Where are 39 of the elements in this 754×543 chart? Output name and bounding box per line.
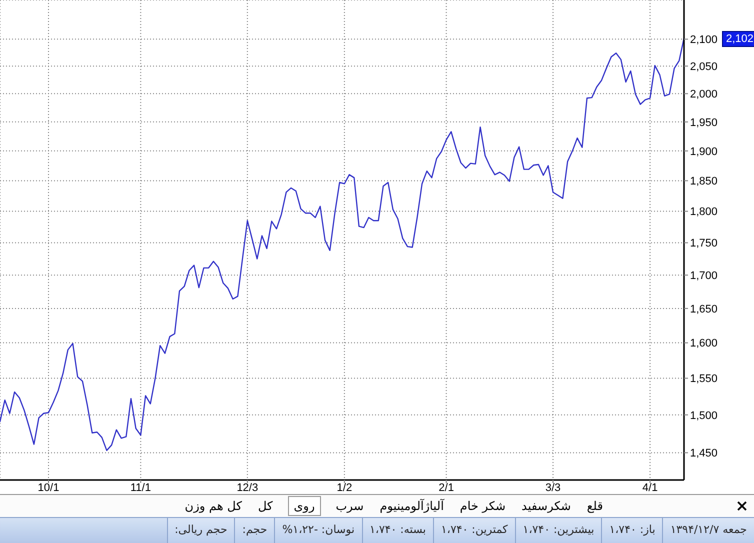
text: حجم: — [234, 518, 274, 543]
y-tick-label: 1,500 — [690, 410, 718, 422]
x-tick-label: 2/1 — [438, 482, 454, 494]
line-series — [0, 38, 685, 452]
y-tick-label: 1,700 — [690, 270, 718, 282]
text: جمعه ۱۳۹۴/۱۲/۷ — [662, 518, 754, 543]
y-tick-label: 1,550 — [690, 373, 718, 386]
x-tick-label: 1/2 — [336, 482, 352, 494]
text: قلع — [586, 498, 604, 515]
y-tick-label: 1,800 — [690, 206, 718, 218]
y-tick-label: 2,000 — [690, 88, 718, 101]
text: کمترین: ۱،۷۴۰ — [432, 518, 515, 543]
y-tick-label: 1,950 — [690, 116, 718, 129]
y-tick-label: 1,900 — [690, 146, 718, 158]
text: نوسان: -۱،۲۲% — [274, 518, 362, 543]
x-tick-label: 12/3 — [236, 482, 258, 494]
selected-tab: روی — [288, 496, 321, 516]
text: سرب — [334, 498, 365, 515]
y-tick-label: 1,850 — [690, 176, 718, 188]
y-tick-label: 1,450 — [690, 448, 718, 460]
text: آلیاژآلومینیوم — [378, 498, 445, 515]
y-tick-label: 1,750 — [690, 238, 718, 250]
y-tick-label: 1,650 — [690, 303, 718, 316]
x-tick-label: 10/1 — [38, 482, 60, 494]
text: حجم ریالی: — [166, 518, 234, 543]
x-tick-label: 3/3 — [545, 482, 561, 494]
y-tick-label: 1,600 — [690, 338, 718, 350]
x-tick-label: 4/1 — [642, 482, 658, 494]
text: شکرسفید — [520, 498, 572, 515]
y-tick-label: 2,050 — [690, 60, 718, 73]
text: باز: ۱،۷۴۰ — [601, 518, 662, 543]
x-tick-label: 11/1 — [130, 482, 151, 494]
text: کل — [256, 498, 274, 515]
text: 2,102 — [722, 31, 754, 48]
text: بسته: ۱،۷۴۰ — [362, 518, 433, 543]
text: شکر خام — [458, 498, 507, 515]
text: کل هم وزن — [184, 498, 243, 515]
text: بیشترین: ۱،۷۴۰ — [514, 518, 602, 543]
y-tick-label: 2,100 — [690, 34, 718, 46]
